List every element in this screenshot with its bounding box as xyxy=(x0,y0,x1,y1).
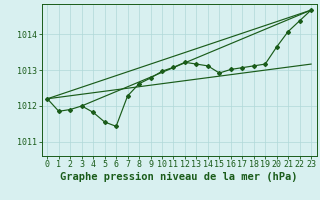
X-axis label: Graphe pression niveau de la mer (hPa): Graphe pression niveau de la mer (hPa) xyxy=(60,172,298,182)
